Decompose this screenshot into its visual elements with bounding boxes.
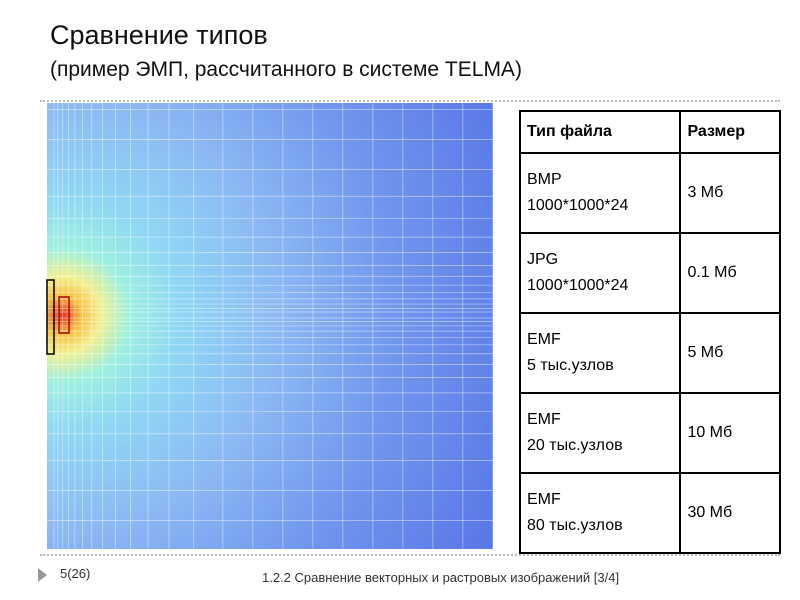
size-cell: 10 Мб	[679, 392, 781, 474]
row: BMP 1000*1000*24 3 Мб	[518, 152, 781, 234]
footer-text: 1.2.2 Сравнение векторных и растровых из…	[262, 570, 620, 585]
type-cell: EMF 5 тыс.узлов	[518, 312, 682, 394]
size-cell: 3 Мб	[679, 152, 781, 234]
row: EMF 80 тыс.узлов 30 Мб	[518, 472, 781, 554]
type-line: EMF	[527, 331, 561, 348]
conductor-inner	[58, 296, 70, 334]
subtitle: (пример ЭМП, рассчитанного в системе TEL…	[50, 58, 522, 81]
size-cell: 0.1 Мб	[679, 232, 781, 314]
type-line: 1000*1000*24	[527, 277, 629, 294]
type-cell: BMP 1000*1000*24	[518, 152, 682, 234]
size-cell: 5 Мб	[679, 312, 781, 394]
type-line: 80 тыс.узлов	[527, 517, 623, 534]
type-line: JPG	[527, 251, 559, 268]
header-row: Тип файла Размер	[518, 110, 781, 154]
type-cell: JPG 1000*1000*24	[518, 232, 682, 314]
row: EMF 20 тыс.узлов 10 Мб	[518, 392, 781, 474]
size-cell: 30 Мб	[679, 472, 781, 554]
type-line: EMF	[527, 491, 561, 508]
type-cell: EMF 20 тыс.узлов	[518, 392, 682, 474]
divider	[40, 554, 780, 556]
header-cell: Тип файла	[518, 110, 682, 154]
title: Сравнение типов	[50, 20, 268, 50]
type-line: 1000*1000*24	[527, 197, 629, 214]
table: Тип файла Размер BMP 1000*1000*24 3 Мб JPG 1…	[518, 110, 781, 554]
type-cell: EMF 80 тыс.узлов	[518, 472, 682, 554]
page-number: 5(26)	[60, 566, 91, 581]
header-cell: Размер	[679, 110, 781, 154]
divider	[40, 100, 780, 102]
row: EMF 5 тыс.узлов 5 Мб	[518, 312, 781, 394]
mesh	[47, 103, 494, 549]
type-line: BMP	[527, 171, 562, 188]
type-line: 20 тыс.узлов	[527, 437, 623, 454]
type-line: EMF	[527, 411, 561, 428]
type-line: 5 тыс.узлов	[527, 357, 614, 374]
bullet	[38, 568, 47, 582]
row: JPG 1000*1000*24 0.1 Мб	[518, 232, 781, 314]
conductor-outer	[46, 279, 55, 355]
